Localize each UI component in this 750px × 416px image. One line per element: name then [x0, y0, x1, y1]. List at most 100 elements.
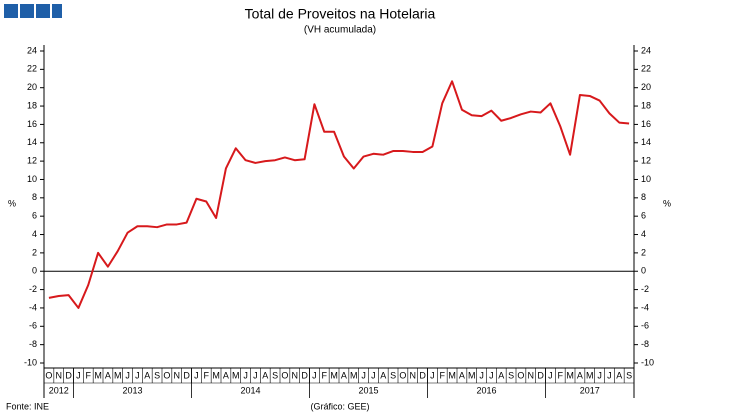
- x-tick-label: F: [204, 370, 210, 380]
- y-tick-label: 4: [32, 229, 37, 239]
- x-tick-label: F: [440, 370, 446, 380]
- y2-tick-label: -8: [641, 339, 649, 349]
- y2-tick-label: 8: [641, 192, 646, 202]
- y2-tick-label: 22: [641, 64, 651, 74]
- x-tick-label: J: [125, 370, 130, 380]
- x-tick-label: O: [281, 370, 288, 380]
- x-tick-label: M: [350, 370, 358, 380]
- data-line: [48, 80, 630, 309]
- x-tick-label: N: [410, 370, 417, 380]
- x-tick-label: A: [498, 370, 504, 380]
- x-group-label: 2017: [580, 385, 600, 395]
- x-tick-label: D: [65, 370, 72, 380]
- x-tick-label: M: [94, 370, 102, 380]
- x-tick-label: J: [430, 370, 435, 380]
- y-tick-label: 8: [32, 192, 37, 202]
- x-tick-label: S: [154, 370, 160, 380]
- x-tick-label: O: [517, 370, 524, 380]
- y-tick-label: 18: [27, 100, 37, 110]
- x-group-label: 2012: [49, 385, 69, 395]
- chart-subtitle: (VH acumulada): [304, 25, 376, 36]
- x-tick-label: M: [114, 370, 122, 380]
- chart-title: Total de Proveitos na Hotelaria: [245, 6, 436, 22]
- y-tick-label: -8: [29, 339, 37, 349]
- x-tick-label: M: [212, 370, 220, 380]
- x-tick-label: N: [56, 370, 63, 380]
- x-group-label: 2014: [240, 385, 260, 395]
- x-tick-label: M: [330, 370, 338, 380]
- x-tick-label: A: [341, 370, 347, 380]
- x-tick-label: J: [548, 370, 553, 380]
- y2-tick-label: 6: [641, 211, 646, 221]
- x-tick-label: D: [419, 370, 426, 380]
- y2-tick-label: 10: [641, 174, 651, 184]
- y2-tick-label: 14: [641, 137, 651, 147]
- x-tick-label: A: [144, 370, 150, 380]
- y-tick-label: 12: [27, 155, 37, 165]
- y2-tick-label: 12: [641, 155, 651, 165]
- logo-square: [36, 4, 50, 18]
- y-tick-label: 6: [32, 211, 37, 221]
- x-tick-label: M: [566, 370, 574, 380]
- x-tick-label: M: [232, 370, 240, 380]
- x-group-label: 2015: [358, 385, 378, 395]
- x-tick-label: O: [163, 370, 170, 380]
- source: Fonte: INE: [6, 401, 49, 411]
- x-tick-label: S: [626, 370, 632, 380]
- logo-square: [52, 4, 62, 18]
- y-tick-label: -4: [29, 302, 37, 312]
- y-tick-label: 22: [27, 64, 37, 74]
- logo-square: [4, 4, 18, 18]
- x-tick-label: J: [194, 370, 199, 380]
- y2-tick-label: 20: [641, 82, 651, 92]
- y-tick-label: -10: [24, 357, 37, 367]
- y2-tick-label: -2: [641, 284, 649, 294]
- x-tick-label: J: [312, 370, 317, 380]
- y2-tick-label: 4: [641, 229, 646, 239]
- x-tick-label: M: [586, 370, 594, 380]
- x-tick-label: J: [597, 370, 602, 380]
- x-tick-label: J: [243, 370, 248, 380]
- x-tick-label: F: [86, 370, 92, 380]
- x-tick-label: A: [577, 370, 583, 380]
- x-tick-label: A: [459, 370, 465, 380]
- x-tick-label: J: [607, 370, 612, 380]
- logo-square: [20, 4, 34, 18]
- x-tick-label: D: [301, 370, 308, 380]
- y-tick-label: 0: [32, 266, 37, 276]
- y2-tick-label: -6: [641, 321, 649, 331]
- x-tick-label: A: [105, 370, 111, 380]
- y2-tick-label: 2: [641, 247, 646, 257]
- x-tick-label: A: [616, 370, 622, 380]
- y2-axis-label: %: [663, 198, 671, 208]
- credit: (Gráfico: GEE): [310, 401, 369, 411]
- y-tick-label: -2: [29, 284, 37, 294]
- y-tick-label: 10: [27, 174, 37, 184]
- y2-tick-label: 16: [641, 119, 651, 129]
- x-tick-label: F: [322, 370, 328, 380]
- y-tick-label: 20: [27, 82, 37, 92]
- x-tick-label: J: [135, 370, 140, 380]
- x-tick-label: M: [468, 370, 476, 380]
- y-tick-label: 2: [32, 247, 37, 257]
- y2-tick-label: 18: [641, 100, 651, 110]
- x-tick-label: D: [537, 370, 544, 380]
- x-tick-label: J: [479, 370, 484, 380]
- y2-tick-label: -10: [641, 357, 654, 367]
- x-tick-label: J: [76, 370, 81, 380]
- x-tick-label: M: [448, 370, 456, 380]
- x-tick-label: S: [390, 370, 396, 380]
- x-tick-label: J: [253, 370, 258, 380]
- x-tick-label: D: [183, 370, 190, 380]
- x-tick-label: O: [45, 370, 52, 380]
- x-tick-label: J: [371, 370, 376, 380]
- x-tick-label: S: [508, 370, 514, 380]
- x-group-label: 2016: [476, 385, 496, 395]
- x-tick-label: F: [558, 370, 564, 380]
- y2-tick-label: -4: [641, 302, 649, 312]
- x-tick-label: N: [292, 370, 299, 380]
- y-tick-label: 14: [27, 137, 37, 147]
- y-tick-label: 24: [27, 45, 37, 55]
- x-tick-label: N: [174, 370, 181, 380]
